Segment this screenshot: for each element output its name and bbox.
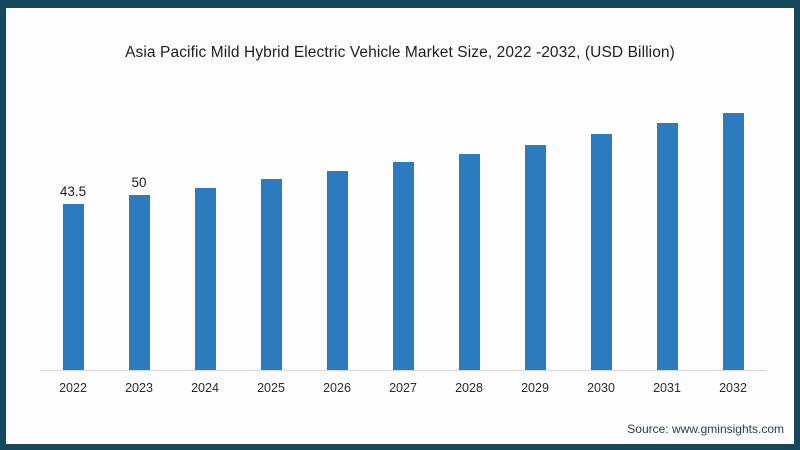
x-tick-2022: 2022 [59, 380, 87, 395]
data-label-2022: 43.5 [59, 183, 87, 199]
bar-slot-2023: 50 [106, 174, 172, 370]
bar-2027 [392, 162, 414, 370]
bar-2026 [326, 171, 348, 370]
x-tick-2032: 2032 [719, 380, 747, 395]
bar-2032 [722, 113, 744, 370]
chart-title: Asia Pacific Mild Hybrid Electric Vehicl… [125, 44, 675, 61]
bar-slot-2026 [304, 171, 370, 370]
data-label-2023: 50 [131, 174, 147, 190]
x-tick-2024: 2024 [191, 380, 219, 395]
bar-slot-2022: 43.5 [40, 183, 106, 370]
chart-canvas: Asia Pacific Mild Hybrid Electric Vehicl… [6, 8, 794, 444]
bar-2022 [62, 204, 84, 370]
bar-series: 43.5 50 [40, 90, 766, 370]
bar-2029 [524, 145, 546, 370]
bar-slot-2027 [370, 162, 436, 370]
bar-2030 [590, 134, 612, 370]
x-tick-2031: 2031 [653, 380, 681, 395]
x-axis-tick-labels: 2022 2023 2024 2025 2026 2027 2028 2029 2030 2031… [40, 380, 766, 395]
x-tick-2029: 2029 [521, 380, 549, 395]
bar-2023 [128, 195, 150, 370]
source-attribution: Source: www.gminsights.com [627, 422, 784, 436]
x-tick-2026: 2026 [323, 380, 351, 395]
plot-area: 43.5 50 2022 2023 2024 2025 2026 2027 2028 2029 2… [40, 8, 766, 444]
x-tick-2027: 2027 [389, 380, 417, 395]
bar-slot-2029 [502, 145, 568, 370]
x-tick-2023: 2023 [125, 380, 153, 395]
x-tick-2030: 2030 [587, 380, 615, 395]
bar-slot-2030 [568, 134, 634, 370]
bar-slot-2031 [634, 123, 700, 370]
bar-2031 [656, 123, 678, 370]
bar-slot-2032 [700, 113, 766, 370]
x-tick-2025: 2025 [257, 380, 285, 395]
bar-slot-2028 [436, 154, 502, 370]
x-axis-line [40, 370, 766, 371]
bar-slot-2025 [238, 179, 304, 370]
bar-2025 [260, 179, 282, 370]
bar-2028 [458, 154, 480, 370]
x-tick-2028: 2028 [455, 380, 483, 395]
bar-2024 [194, 188, 216, 370]
bar-slot-2024 [172, 188, 238, 370]
